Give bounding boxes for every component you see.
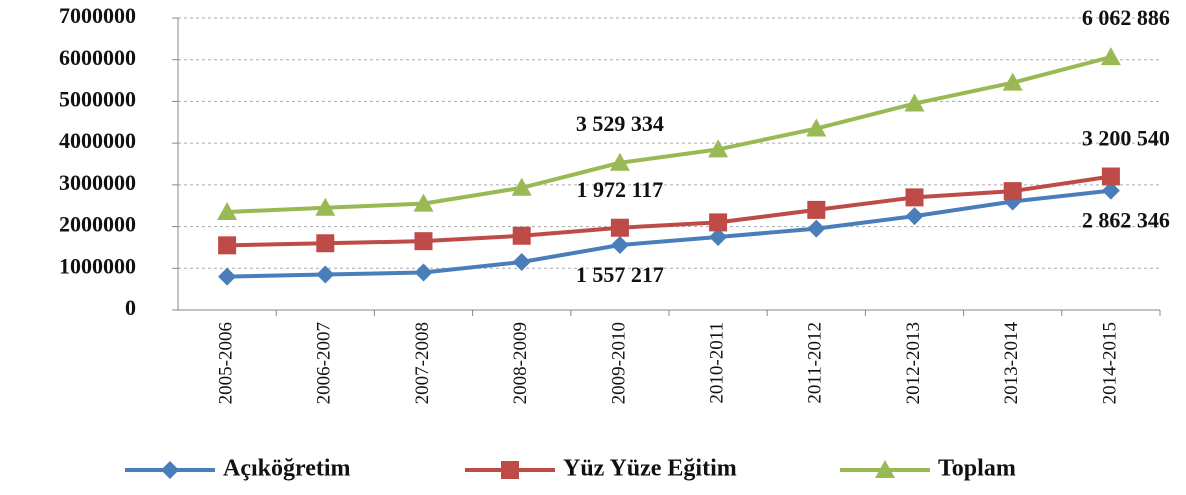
data-label: 3 529 334 bbox=[576, 111, 664, 136]
marker bbox=[709, 213, 728, 232]
marker bbox=[217, 201, 238, 220]
marker bbox=[501, 461, 519, 479]
marker bbox=[218, 236, 237, 255]
marker bbox=[512, 226, 531, 245]
marker bbox=[807, 219, 826, 238]
marker bbox=[316, 265, 335, 284]
y-tick-label: 0 bbox=[125, 295, 136, 320]
marker bbox=[414, 232, 433, 251]
marker bbox=[413, 193, 434, 212]
x-tick-label: 2006-2007 bbox=[314, 322, 335, 404]
y-tick-label: 7000000 bbox=[59, 3, 136, 28]
x-tick-label: 2005-2006 bbox=[215, 322, 236, 404]
marker bbox=[610, 236, 629, 255]
marker bbox=[1003, 182, 1022, 201]
data-label: 3 200 540 bbox=[1082, 126, 1170, 151]
marker bbox=[807, 200, 826, 219]
marker bbox=[316, 234, 335, 253]
legend-label: Yüz Yüze Eğitim bbox=[563, 456, 737, 482]
data-label: 6 062 886 bbox=[1082, 5, 1170, 30]
marker bbox=[708, 139, 729, 158]
legend-label: Açıköğretim bbox=[223, 456, 351, 482]
marker bbox=[806, 118, 827, 137]
data-label: 1 972 117 bbox=[577, 177, 664, 202]
marker bbox=[1002, 72, 1023, 91]
y-tick-label: 3000000 bbox=[59, 170, 136, 195]
marker bbox=[610, 218, 629, 237]
x-tick-label: 2014-2015 bbox=[1099, 322, 1120, 404]
x-tick-label: 2013-2014 bbox=[1001, 322, 1022, 405]
series-line bbox=[227, 55, 1112, 214]
marker bbox=[609, 152, 630, 171]
x-tick-label: 2007-2008 bbox=[412, 322, 433, 404]
data-label: 2 862 346 bbox=[1082, 208, 1170, 233]
data-label: 1 557 217 bbox=[576, 262, 664, 287]
x-tick-label: 2012-2013 bbox=[903, 322, 924, 404]
marker bbox=[904, 93, 925, 112]
y-tick-label: 2000000 bbox=[59, 212, 136, 237]
marker bbox=[414, 263, 433, 282]
y-tick-label: 6000000 bbox=[59, 45, 136, 70]
marker bbox=[1101, 181, 1120, 200]
marker bbox=[905, 188, 924, 207]
series-line bbox=[227, 188, 1112, 279]
marker bbox=[905, 207, 924, 226]
x-tick-label: 2011-2012 bbox=[805, 322, 826, 404]
marker bbox=[709, 228, 728, 246]
marker bbox=[875, 460, 895, 478]
marker bbox=[161, 461, 179, 479]
x-tick-label: 2010-2011 bbox=[706, 322, 727, 404]
y-tick-label: 5000000 bbox=[59, 86, 136, 111]
legend-label: Toplam bbox=[938, 456, 1016, 482]
x-tick-label: 2008-2009 bbox=[510, 322, 531, 404]
marker bbox=[1101, 167, 1120, 186]
marker bbox=[512, 253, 531, 272]
marker bbox=[315, 197, 336, 216]
y-tick-label: 1000000 bbox=[59, 253, 136, 278]
marker bbox=[511, 177, 532, 196]
marker bbox=[218, 267, 237, 286]
x-tick-label: 2009-2010 bbox=[608, 322, 629, 404]
y-tick-label: 4000000 bbox=[59, 128, 136, 153]
series-line bbox=[227, 174, 1112, 248]
marker bbox=[1100, 47, 1121, 66]
